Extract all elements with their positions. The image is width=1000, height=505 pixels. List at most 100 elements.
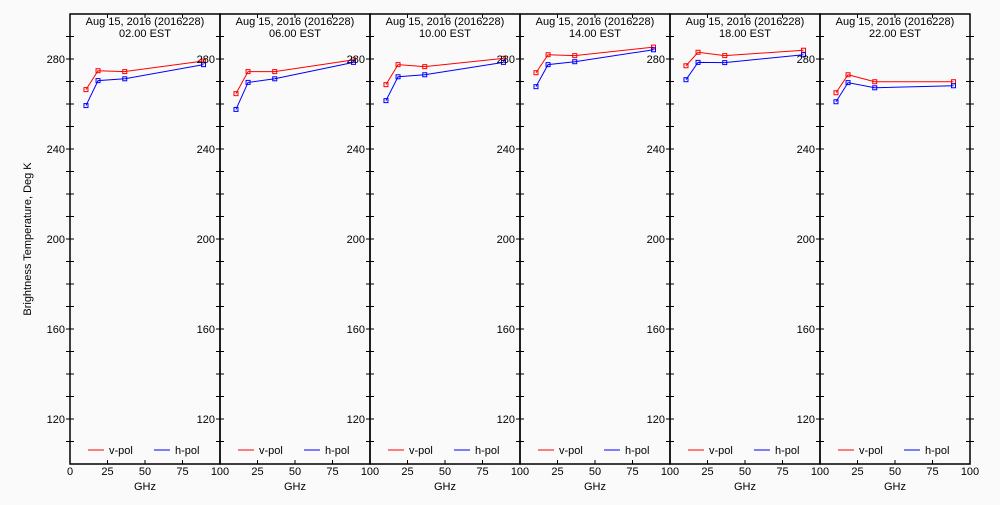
- legend-label-h-pol: h-pol: [475, 445, 499, 457]
- h-pol-point: [845, 80, 851, 86]
- panel-title: Aug 15, 2016 (2016228): [536, 16, 655, 28]
- y-tick-label: 160: [797, 324, 815, 336]
- legend-label-v-pol: v-pol: [409, 445, 433, 457]
- x-tick-label: 25: [401, 466, 413, 478]
- h-pol-point: [501, 59, 506, 65]
- y-tick-label: 200: [47, 234, 65, 246]
- y-tick-label: 240: [347, 144, 365, 156]
- v-pol-point: [572, 53, 578, 59]
- v-pol-line: [835, 74, 954, 94]
- y-tick-label: 120: [497, 414, 515, 426]
- y-tick-label: 120: [797, 414, 815, 426]
- x-axis-label: GHz: [134, 481, 156, 493]
- y-tick-label: 200: [197, 234, 215, 246]
- x-tick-label: 50: [889, 466, 901, 478]
- x-axis-label: GHz: [884, 481, 906, 493]
- v-pol-point: [545, 52, 551, 58]
- v-pol-point: [651, 44, 656, 50]
- x-tick-label: 50: [439, 466, 451, 478]
- h-pol-point: [572, 59, 578, 65]
- panel-6: 120 160 200 240 280 25 50 75 100 GHz Aug 15, 2016 …: [797, 13, 979, 493]
- h-pol-point: [272, 76, 278, 82]
- h-pol-point: [83, 103, 89, 109]
- x-tick-label: 100: [811, 466, 829, 478]
- h-pol-point: [801, 52, 806, 58]
- y-tick-label: 200: [347, 234, 365, 246]
- h-pol-point: [533, 84, 539, 90]
- legend-label-v-pol: v-pol: [109, 445, 133, 457]
- v-pol-line: [535, 46, 654, 74]
- y-tick-label: 160: [647, 324, 665, 336]
- h-pol-line: [385, 61, 504, 101]
- v-pol-point: [683, 63, 689, 69]
- legend-label-v-pol: v-pol: [559, 445, 583, 457]
- v-pol-point: [533, 70, 539, 76]
- v-pol-line: [85, 60, 204, 90]
- panel-title: Aug 15, 2016 (2016228): [86, 16, 205, 28]
- x-axis-label: GHz: [284, 481, 306, 493]
- x-tick-label: 75: [926, 466, 938, 478]
- h-pol-point: [683, 77, 689, 83]
- x-tick-label: 100: [661, 466, 679, 478]
- v-pol-point: [422, 64, 428, 70]
- legend-label-h-pol: h-pol: [625, 445, 649, 457]
- x-tick-label: 75: [626, 466, 638, 478]
- panel-subtitle: 02.00 EST: [119, 28, 171, 40]
- v-pol-point: [833, 90, 839, 96]
- h-pol-line: [85, 64, 204, 106]
- h-pol-point: [833, 99, 839, 105]
- h-pol-line: [685, 54, 804, 80]
- y-tick-label: 240: [797, 144, 815, 156]
- x-tick-label: 75: [776, 466, 788, 478]
- v-pol-point: [122, 69, 128, 75]
- h-pol-line: [835, 82, 954, 103]
- y-tick-label: 120: [647, 414, 665, 426]
- h-pol-point: [395, 74, 401, 80]
- h-pol-point: [722, 60, 728, 66]
- y-tick-label: 160: [347, 324, 365, 336]
- y-tick-label: 200: [797, 234, 815, 246]
- v-pol-point: [722, 53, 728, 59]
- h-pol-point: [383, 98, 389, 104]
- h-pol-point: [245, 79, 251, 85]
- v-pol-point: [272, 69, 278, 75]
- y-tick-label: 160: [497, 324, 515, 336]
- y-tick-label: 280: [797, 54, 815, 66]
- v-pol-point: [845, 72, 851, 78]
- x-tick-label: 75: [476, 466, 488, 478]
- x-tick-label: 25: [251, 466, 263, 478]
- legend-label-h-pol: h-pol: [325, 445, 349, 457]
- x-tick-label: 25: [551, 466, 563, 478]
- x-tick-label: 25: [101, 466, 113, 478]
- h-pol-point: [422, 72, 428, 78]
- x-tick-label: 75: [326, 466, 338, 478]
- v-pol-line: [385, 57, 504, 85]
- legend-label-v-pol: v-pol: [709, 445, 733, 457]
- h-pol-point: [651, 47, 656, 53]
- panel-subtitle: 06.00 EST: [269, 28, 321, 40]
- y-tick-label: 160: [197, 324, 215, 336]
- y-tick-label: 280: [497, 54, 515, 66]
- legend-label-h-pol: h-pol: [925, 445, 949, 457]
- x-tick-label: 50: [289, 466, 301, 478]
- y-tick-label: 240: [197, 144, 215, 156]
- x-tick-label: 25: [851, 466, 863, 478]
- legend-label-v-pol: v-pol: [259, 445, 283, 457]
- panel-title: Aug 15, 2016 (2016228): [836, 16, 955, 28]
- panel-subtitle: 10.00 EST: [419, 28, 471, 40]
- panel-subtitle: 14.00 EST: [569, 28, 621, 40]
- y-tick-label: 280: [197, 54, 215, 66]
- panel-title: Aug 15, 2016 (2016228): [686, 16, 805, 28]
- y-tick-label: 200: [647, 234, 665, 246]
- legend-label-v-pol: v-pol: [859, 445, 883, 457]
- x-axis-label: GHz: [434, 481, 456, 493]
- v-pol-point: [83, 87, 89, 93]
- x-tick-label: 25: [701, 466, 713, 478]
- h-pol-point: [95, 78, 101, 84]
- x-tick-label: 50: [739, 466, 751, 478]
- panel-title: Aug 15, 2016 (2016228): [236, 16, 355, 28]
- legend-label-h-pol: h-pol: [775, 445, 799, 457]
- y-tick-label: 240: [647, 144, 665, 156]
- h-pol-point: [201, 62, 206, 68]
